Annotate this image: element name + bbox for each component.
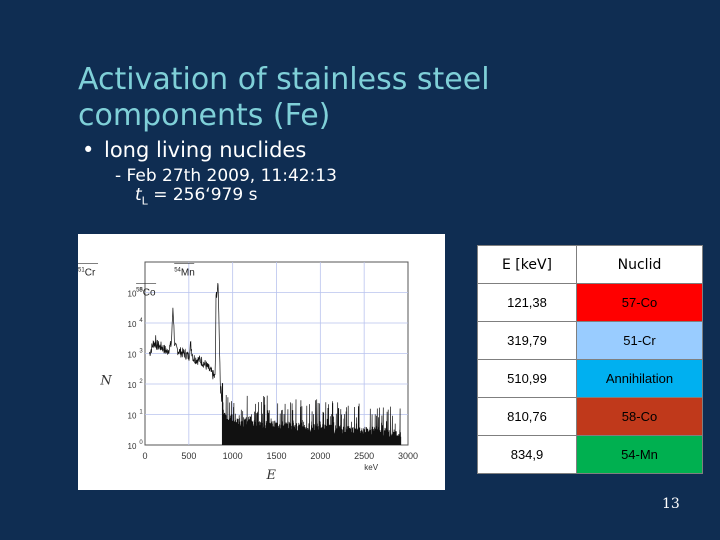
table-header-row: E [keV] Nuclid [477, 245, 703, 284]
y-tick-exponent: 1 [139, 410, 143, 416]
peak-label-mass: 58 [136, 288, 143, 294]
cell-energy: 319,79 [477, 321, 577, 360]
cell-nuclid: 57-Co [576, 283, 703, 322]
cell-nuclid: Annihilation [576, 359, 703, 398]
cell-nuclid: 58-Co [576, 397, 703, 436]
peak-label-mass: 51 [78, 268, 85, 274]
cell-energy: 510,99 [477, 359, 577, 398]
y-tick-label: 10 [128, 320, 137, 329]
y-tick-exponent: 3 [139, 349, 143, 355]
y-tick-exponent: 5 [139, 288, 143, 294]
y-tick-label: 10 [128, 412, 137, 421]
table-row: 810,76 58-Co [477, 397, 703, 436]
cell-nuclid: 51-Cr [576, 321, 703, 360]
y-tick-exponent: 0 [139, 440, 143, 446]
sub-line-date: - Feb 27th 2009, 11:42:13 [115, 166, 337, 186]
y-tick-label: 10 [128, 381, 137, 390]
y-axis-label: N [99, 374, 112, 389]
x-tick-label: 1500 [266, 451, 286, 461]
y-tick-label: 10 [128, 290, 137, 299]
y-tick-exponent: 2 [139, 379, 143, 385]
bullet-item: • long living nuclides [82, 138, 306, 162]
cell-energy: 834,9 [477, 435, 577, 474]
x-tick-label: 0 [142, 451, 147, 461]
peak-label-symbol: Co [143, 288, 156, 299]
table-row: 319,79 51-Cr [477, 321, 703, 360]
page-number: 13 [662, 496, 680, 512]
cell-nuclid: 54-Mn [576, 435, 703, 474]
x-axis-label: E [265, 468, 276, 483]
time-value: = 256‘979 s [147, 185, 258, 205]
sub-bullet: - Feb 27th 2009, 11:42:13 tL = 256‘979 s [115, 167, 337, 210]
sub-line-time: tL = 256‘979 s [115, 186, 337, 210]
nuclide-table: E [keV] Nuclid 121,38 57-Co 319,79 51-Cr 510,9… [477, 245, 703, 474]
x-tick-label: 3000 [398, 451, 418, 461]
slide-title: Activation of stainless steel components… [78, 62, 490, 133]
x-tick-label: 2000 [310, 451, 330, 461]
header-energy: E [keV] [477, 245, 577, 284]
bullet-text: long living nuclides [104, 138, 307, 162]
spectrum-series [149, 283, 402, 446]
table-row: 510,99 Annihilation [477, 359, 703, 398]
peak-label: 58Co [136, 288, 156, 299]
x-tick-label: 2500 [354, 451, 374, 461]
time-var: t [135, 185, 142, 205]
bullet-dot-icon: • [82, 138, 95, 162]
y-tick-label: 10 [128, 351, 137, 360]
y-tick-exponent: 4 [139, 318, 143, 324]
table-row: 834,9 54-Mn [477, 435, 703, 474]
peak-label-symbol: Cr [85, 268, 96, 279]
cell-energy: 121,38 [477, 283, 577, 322]
peak-label: 54Mn [174, 268, 195, 279]
table-row: 121,38 57-Co [477, 283, 703, 322]
peak-label-symbol: Mn [181, 268, 195, 279]
time-subscript: L [141, 194, 148, 208]
header-nuclid: Nuclid [576, 245, 703, 284]
spectrum-plot: 0 500 1000 1500 2000 2500 3000 10 0 10 1 10 2 10 3 10 4 1… [78, 234, 445, 490]
x-tick-label: 500 [181, 451, 196, 461]
x-axis-unit: keV [364, 463, 378, 472]
cell-energy: 810,76 [477, 397, 577, 436]
peak-label-mass: 54 [174, 268, 181, 274]
y-tick-label: 10 [128, 442, 137, 451]
peak-label: 51Cr [78, 268, 96, 279]
x-tick-label: 1000 [223, 451, 243, 461]
